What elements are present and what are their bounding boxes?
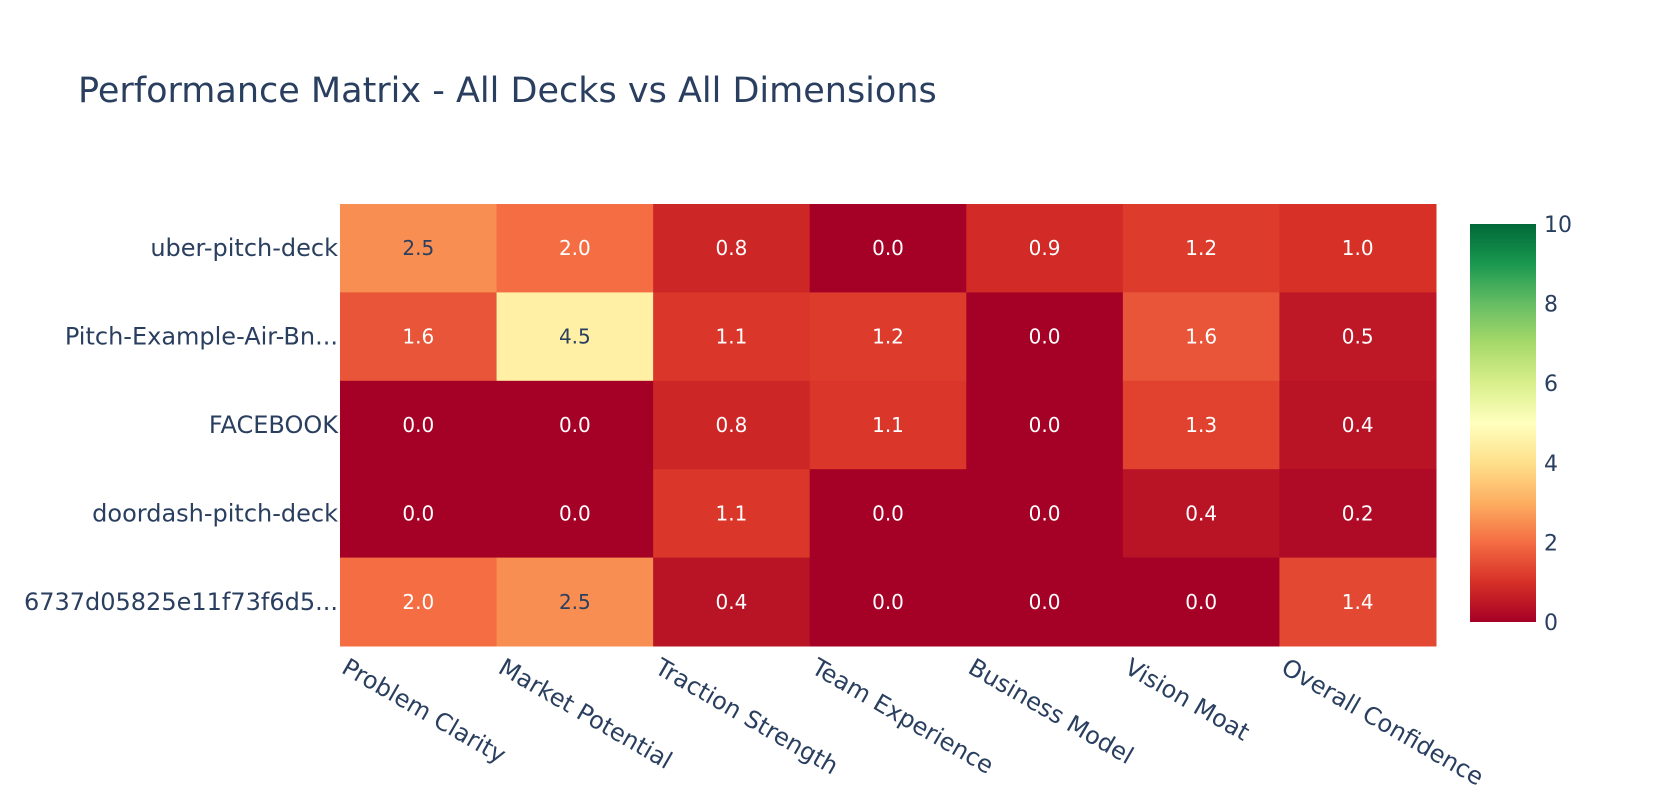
cell-value-label: 0.0 bbox=[1185, 590, 1217, 614]
heatmap-cell bbox=[496, 204, 654, 293]
heatmap-cell bbox=[966, 469, 1124, 559]
heatmap-cell bbox=[340, 557, 498, 647]
cell-value-label: 0.5 bbox=[1342, 325, 1374, 349]
colorbar-tick-label: 10 bbox=[1544, 213, 1572, 238]
cell-value-label: 0.0 bbox=[1029, 413, 1061, 437]
heatmap-cell bbox=[653, 292, 811, 382]
heatmap-cell bbox=[340, 292, 498, 382]
colorbar-tick-label: 8 bbox=[1544, 293, 1558, 318]
row-label: doordash-pitch-deck bbox=[92, 499, 338, 527]
cell-value-label: 0.0 bbox=[402, 413, 434, 437]
heatmap-cell bbox=[966, 204, 1124, 293]
cell-value-label: 0.4 bbox=[716, 590, 748, 614]
cell-value-label: 0.2 bbox=[1342, 501, 1374, 525]
column-label: Vision Moat bbox=[1120, 653, 1254, 747]
cell-value-label: 2.5 bbox=[402, 236, 434, 260]
colorbar-tick-label: 2 bbox=[1544, 531, 1558, 556]
colorbar: 0 2 4 6 8 10 bbox=[1470, 213, 1572, 636]
cell-value-label: 0.0 bbox=[1029, 590, 1061, 614]
heatmap-cell bbox=[1279, 469, 1437, 559]
cell-value-label: 1.6 bbox=[402, 325, 434, 349]
chart-title: Performance Matrix - All Decks vs All Di… bbox=[78, 71, 937, 111]
heatmap-cell bbox=[653, 469, 811, 559]
column-label: Market Potential bbox=[494, 653, 677, 775]
heatmap-cell bbox=[340, 380, 498, 470]
heatmap-cell bbox=[966, 380, 1124, 470]
heatmap-cell bbox=[966, 292, 1124, 382]
heatmap-cell bbox=[496, 557, 654, 647]
heatmap-cell bbox=[653, 380, 811, 470]
heatmap-cells: 2.5 2.0 0.8 0.0 0.9 1.2 1.0 1.6 4.5 1.1 1.2 0.0 1.6 0… bbox=[340, 204, 1437, 647]
cell-value-label: 1.2 bbox=[872, 325, 904, 349]
column-label: Problem Clarity bbox=[337, 653, 510, 769]
heatmap-cell bbox=[1122, 204, 1280, 293]
row-label: FACEBOOK bbox=[209, 411, 339, 439]
cell-value-label: 0.4 bbox=[1185, 501, 1217, 525]
colorbar-tick-label: 0 bbox=[1544, 611, 1558, 636]
heatmap-cell bbox=[1122, 380, 1280, 470]
heatmap-cell bbox=[809, 380, 967, 470]
cell-value-label: 1.3 bbox=[1185, 413, 1217, 437]
cell-value-label: 0.0 bbox=[872, 501, 904, 525]
colorbar-tick-label: 4 bbox=[1544, 452, 1558, 477]
heatmap-cell bbox=[1279, 557, 1437, 647]
cell-value-label: 0.4 bbox=[1342, 413, 1374, 437]
cell-value-label: 0.0 bbox=[872, 236, 904, 260]
heatmap-cell bbox=[1122, 469, 1280, 559]
heatmap-cell bbox=[340, 204, 498, 293]
cell-value-label: 2.0 bbox=[559, 236, 591, 260]
cell-value-label: 1.1 bbox=[716, 501, 748, 525]
cell-value-label: 0.0 bbox=[559, 413, 591, 437]
row-labels: uber-pitch-deck Pitch-Example-Air-Bn... FA… bbox=[24, 234, 339, 616]
cell-value-label: 2.0 bbox=[402, 590, 434, 614]
cell-value-label: 0.0 bbox=[559, 501, 591, 525]
row-label: uber-pitch-deck bbox=[150, 234, 338, 262]
column-label: Overall Confidence bbox=[1277, 653, 1489, 791]
heatmap-cell bbox=[653, 204, 811, 293]
heatmap-cell bbox=[809, 469, 967, 559]
cell-value-label: 0.0 bbox=[402, 501, 434, 525]
cell-value-label: 1.1 bbox=[716, 325, 748, 349]
heatmap-cell bbox=[653, 557, 811, 647]
cell-value-label: 4.5 bbox=[559, 325, 591, 349]
cell-value-label: 0.8 bbox=[716, 236, 748, 260]
heatmap-cell bbox=[1122, 557, 1280, 647]
heatmap-cell bbox=[1122, 292, 1280, 382]
cell-value-label: 2.5 bbox=[559, 590, 591, 614]
cell-value-label: 1.0 bbox=[1342, 236, 1374, 260]
colorbar-gradient bbox=[1470, 224, 1536, 622]
heatmap-cell bbox=[1279, 292, 1437, 382]
cell-value-label: 0.0 bbox=[1029, 501, 1061, 525]
cell-value-label: 0.9 bbox=[1029, 236, 1061, 260]
cell-value-label: 1.6 bbox=[1185, 325, 1217, 349]
row-label: 6737d05825e11f73f6d5... bbox=[24, 588, 338, 616]
row-label: Pitch-Example-Air-Bn... bbox=[65, 323, 338, 351]
heatmap-cell bbox=[496, 469, 654, 559]
cell-value-label: 0.0 bbox=[872, 590, 904, 614]
cell-value-label: 1.4 bbox=[1342, 590, 1374, 614]
heatmap-cell bbox=[340, 469, 498, 559]
heatmap-cell bbox=[496, 380, 654, 470]
heatmap-cell bbox=[809, 557, 967, 647]
cell-value-label: 0.0 bbox=[1029, 325, 1061, 349]
heatmap-cell bbox=[1279, 380, 1437, 470]
heatmap-cell bbox=[966, 557, 1124, 647]
colorbar-tick-label: 6 bbox=[1544, 372, 1558, 397]
cell-value-label: 0.8 bbox=[716, 413, 748, 437]
heatmap-cell bbox=[809, 204, 967, 293]
heatmap-cell bbox=[1279, 204, 1437, 293]
cell-value-label: 1.1 bbox=[872, 413, 904, 437]
heatmap-cell bbox=[496, 292, 654, 382]
cell-value-label: 1.2 bbox=[1185, 236, 1217, 260]
heatmap-cell bbox=[809, 292, 967, 382]
